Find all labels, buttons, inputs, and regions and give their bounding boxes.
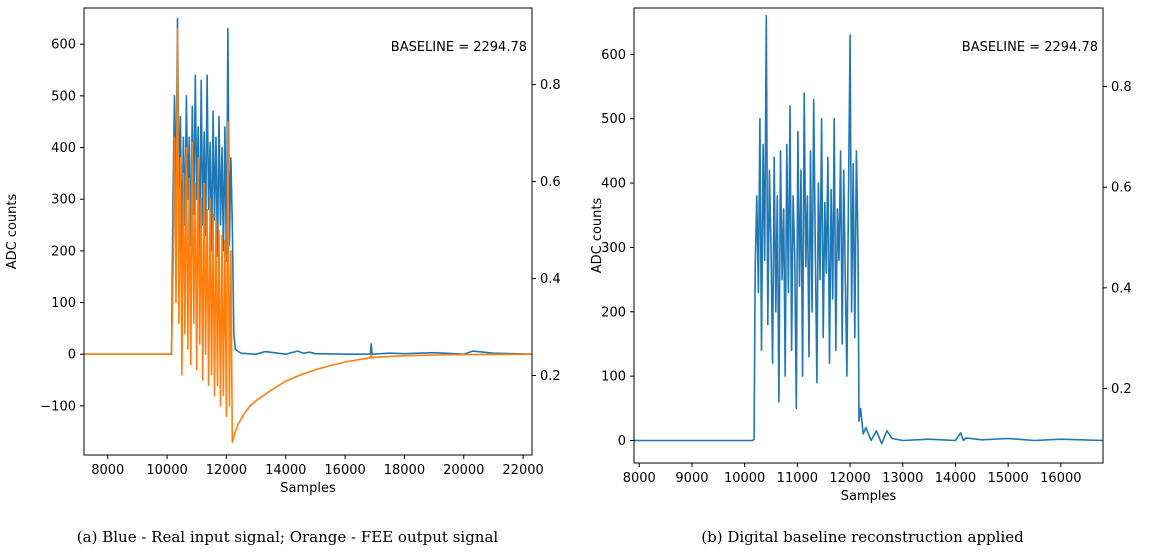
x-tick-label: 8000: [623, 471, 656, 486]
x-tick-label: 14000: [935, 471, 976, 486]
y-tick-label: 500: [601, 112, 626, 127]
y-tick-label: 400: [601, 177, 626, 192]
x-tick-label: 10000: [724, 471, 765, 486]
plot-frame: [83, 7, 533, 456]
y2-tick-label: 0.2: [1111, 382, 1132, 397]
y-tick-label: 200: [51, 244, 76, 259]
y-tick-label: 300: [51, 193, 76, 208]
x-tick-label: 13000: [882, 471, 923, 486]
baseline-annotation: BASELINE = 2294.78: [962, 40, 1098, 55]
plot-frame: [633, 7, 1104, 464]
x-tick-label: 10000: [146, 463, 187, 478]
caption-b: (b) Digital baseline reconstruction appl…: [701, 528, 1024, 546]
x-tick-label: 8000: [91, 463, 124, 478]
y2-tick-label: 0.2: [540, 369, 561, 384]
y2-tick-label: 0.6: [1111, 181, 1132, 196]
x-tick-label: 12000: [206, 463, 247, 478]
chart-panel-b: 8000 9000 10000 11000 12000 13000 14000 15000 16…: [575, 0, 1150, 560]
chart-a-svg: 8000 10000 12000 14000 16000 18000 20000 22000 −…: [5, 7, 561, 496]
chart-panel-a: 8000 10000 12000 14000 16000 18000 20000 22000 −…: [5, 7, 561, 546]
y-tick-label: 600: [51, 38, 76, 53]
y-tick-label: 200: [601, 305, 626, 320]
x-tick-label: 22000: [502, 463, 543, 478]
x-tick-label: 12000: [829, 471, 870, 486]
y-tick-label: 0: [618, 434, 626, 449]
y-tick-label: 400: [51, 141, 76, 156]
x-axis-label: Samples: [280, 481, 336, 496]
x-tick-label: 11000: [777, 471, 818, 486]
y2-tick-label: 0.6: [540, 175, 561, 190]
x-tick-label: 15000: [987, 471, 1028, 486]
y2-tick-label: 0.4: [1111, 281, 1132, 296]
x-tick-label: 16000: [324, 463, 365, 478]
y2-tick-label: 0.8: [540, 78, 561, 93]
x-tick-label: 20000: [443, 463, 484, 478]
caption-a: (a) Blue - Real input signal; Orange - F…: [76, 528, 499, 546]
y-tick-label: −100: [40, 399, 76, 414]
x-axis-label: Samples: [841, 489, 897, 504]
y-tick-label: 600: [601, 48, 626, 63]
series-line-1: [84, 27, 532, 443]
y-tick-label: 300: [601, 241, 626, 256]
y-tick-label: 100: [51, 296, 76, 311]
series-line-0: [634, 14, 1103, 445]
chart-b-svg: 8000 9000 10000 11000 12000 13000 14000 15000 16…: [590, 7, 1132, 504]
y-axis-label: ADC counts: [5, 193, 20, 269]
y-tick-label: 0: [68, 348, 76, 363]
baseline-annotation: BASELINE = 2294.78: [391, 40, 527, 55]
y-tick-label: 100: [601, 370, 626, 385]
x-tick-label: 9000: [675, 471, 708, 486]
x-tick-label: 18000: [384, 463, 425, 478]
plot-area: [84, 17, 532, 443]
y2-tick-label: 0.8: [1111, 80, 1132, 95]
y2-tick-label: 0.4: [540, 272, 561, 287]
x-tick-label: 14000: [265, 463, 306, 478]
y-axis-label: ADC counts: [590, 197, 605, 273]
series-line-0: [84, 17, 532, 356]
plot-area: [634, 14, 1103, 445]
y-tick-label: 500: [51, 89, 76, 104]
x-tick-label: 16000: [1040, 471, 1081, 486]
